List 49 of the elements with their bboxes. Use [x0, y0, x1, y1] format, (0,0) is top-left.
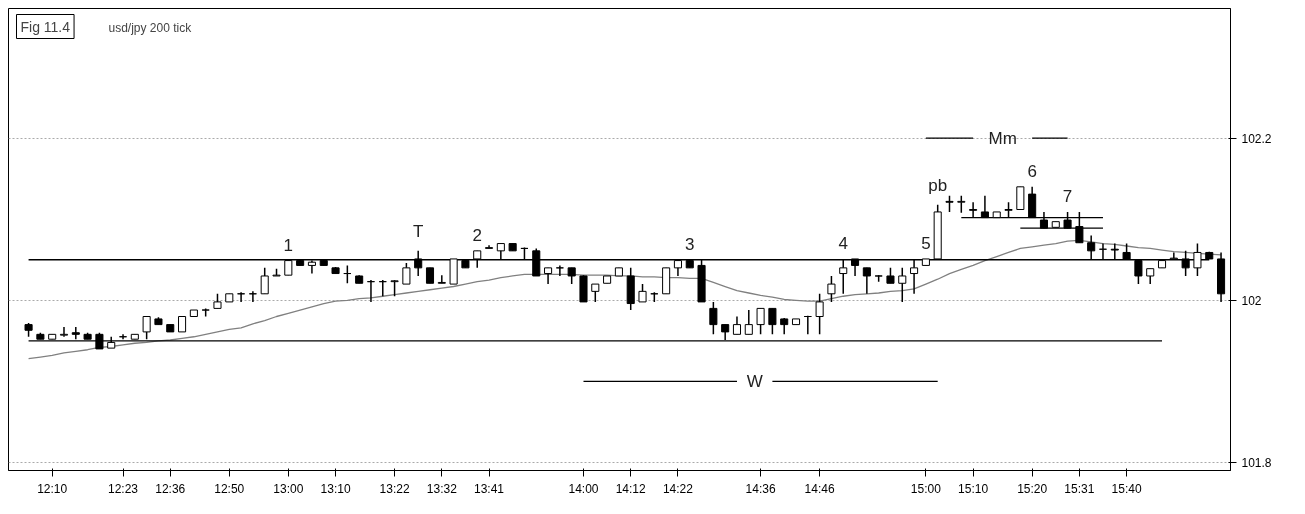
x-tick-label: 12:10: [37, 481, 68, 496]
text: 2: [472, 225, 482, 245]
x-tick-label: 13:22: [379, 481, 410, 496]
candlestick: [827, 275, 836, 303]
candlestick: [402, 262, 411, 285]
candlestick: [260, 267, 269, 295]
series-label: Mm: [988, 128, 1017, 148]
x-tick-label: 14:36: [745, 481, 776, 496]
candlestick: [59, 326, 69, 338]
candlestick: [709, 301, 718, 336]
x-tick-label: 14:46: [804, 481, 835, 496]
y-tick-label: 102.2: [1241, 131, 1272, 146]
candlestick: [815, 293, 824, 336]
candlestick: [555, 264, 564, 277]
text: 6: [1027, 161, 1037, 181]
text: 5: [921, 233, 931, 253]
x-tick-label: 14:00: [568, 481, 599, 496]
candlestick: [768, 307, 777, 336]
x-tick-label: 12:50: [214, 481, 245, 496]
y-tick-label: 102: [1241, 293, 1262, 308]
x-tick-label: 12:36: [155, 481, 186, 496]
x-tick-label: 14:22: [662, 481, 694, 496]
text: 7: [1062, 186, 1073, 206]
candlestick: [1016, 186, 1025, 211]
x-tick-label: 15:20: [1017, 481, 1048, 496]
x-tick-label: 15:40: [1111, 481, 1142, 496]
candlestick: [437, 274, 446, 285]
text: 1: [283, 235, 294, 255]
candlestick: [744, 309, 753, 336]
candlestick: [862, 267, 871, 295]
candlestick: [756, 307, 765, 336]
text: pb: [928, 175, 948, 195]
x-tick-label: 13:00: [273, 481, 304, 496]
text: T: [413, 221, 424, 241]
x-tick-label: 13:41: [474, 481, 505, 496]
text: Fig 11.4: [20, 18, 71, 35]
y-tick-label: 101.8: [1241, 455, 1272, 470]
x-tick-label: 15:10: [958, 481, 989, 496]
x-tick-label: 15:31: [1064, 481, 1095, 496]
x-tick-label: 15:00: [910, 481, 942, 496]
candlestick: [898, 267, 907, 303]
text: 4: [838, 233, 848, 253]
text: 3: [685, 234, 695, 254]
x-tick-label: 13:10: [320, 481, 351, 496]
series-label: W: [746, 371, 763, 391]
x-tick-label: 13:32: [426, 481, 458, 496]
x-tick-label: 12:23: [108, 481, 139, 496]
text: usd/jpy 200 tick: [108, 20, 193, 35]
x-tick-label: 14:12: [615, 481, 647, 496]
